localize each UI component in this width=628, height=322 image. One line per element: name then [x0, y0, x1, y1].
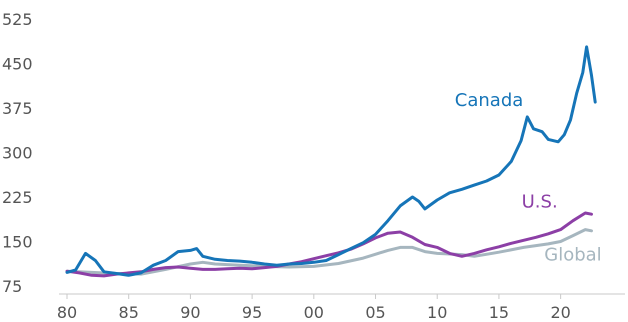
series-line-u-s [65, 211, 593, 278]
y-tick-label: 225 [2, 188, 33, 207]
y-tick-label: 525 [2, 10, 33, 29]
y-tick-label: 375 [2, 99, 33, 118]
series-line-global [65, 228, 593, 276]
y-axis: 75 150 225 300 375 450 525 [2, 10, 33, 296]
series-labels: Global U.S. Canada [455, 90, 602, 265]
series-label-canada: Canada [455, 90, 524, 111]
x-axis: 80 85 90 95 00 05 10 15 20 [57, 293, 625, 322]
y-tick-label: 300 [2, 144, 33, 163]
x-tick-label: 90 [180, 303, 200, 322]
x-tick-label: 10 [427, 303, 447, 322]
x-tick-label: 05 [365, 303, 385, 322]
series-line-canada [65, 45, 597, 277]
y-tick-label: 150 [2, 233, 33, 252]
x-tick-label: 15 [489, 303, 509, 322]
x-tick-label: 85 [119, 303, 139, 322]
x-tick-label: 20 [550, 303, 570, 322]
series-label-global: Global [544, 244, 601, 265]
y-tick-label: 75 [2, 277, 22, 296]
x-tick-label: 00 [304, 303, 324, 322]
series-label-u-s: U.S. [522, 192, 558, 213]
y-tick-label: 450 [2, 55, 33, 74]
x-tick-label: 95 [242, 303, 262, 322]
x-tick-label: 80 [57, 303, 77, 322]
series-lines [65, 45, 597, 278]
